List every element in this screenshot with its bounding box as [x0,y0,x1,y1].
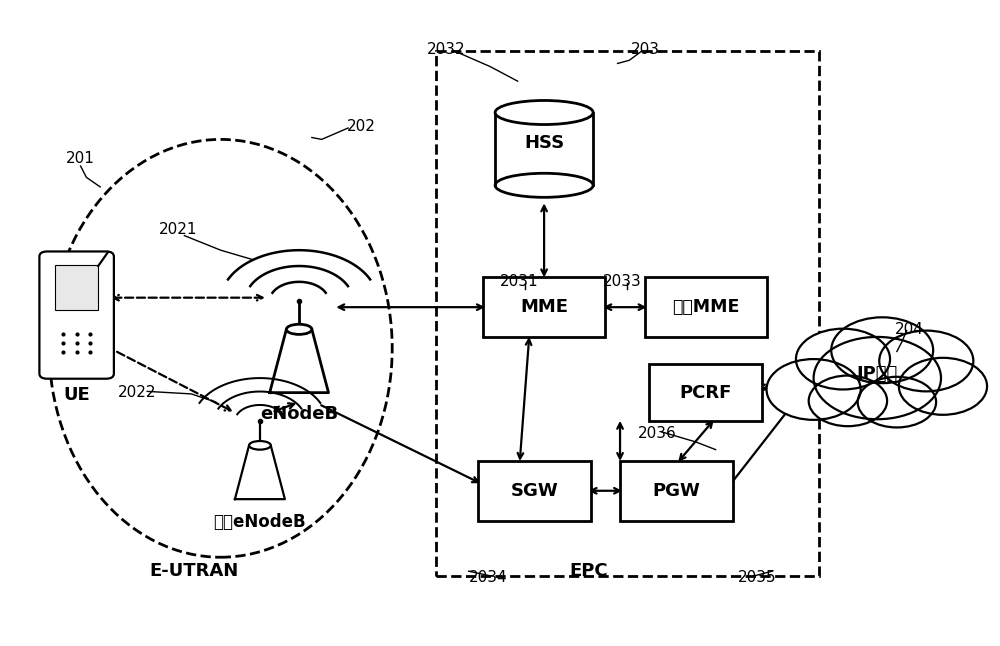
FancyBboxPatch shape [620,461,733,521]
Text: 201: 201 [66,151,95,166]
Text: 其它eNodeB: 其它eNodeB [214,513,306,531]
Text: EPC: EPC [569,562,608,580]
Circle shape [809,375,887,426]
Text: 2031: 2031 [500,275,539,289]
Text: 2022: 2022 [118,385,157,400]
Text: 203: 203 [631,42,660,57]
Bar [495,112,593,185]
Text: 2035: 2035 [737,570,776,585]
Text: SGW: SGW [510,482,558,500]
Text: 202: 202 [346,120,375,134]
Circle shape [899,358,987,415]
Circle shape [767,359,861,420]
Text: 2033: 2033 [603,275,642,289]
Circle shape [796,329,890,390]
Circle shape [879,331,973,391]
Ellipse shape [286,324,312,335]
Text: PGW: PGW [652,482,700,500]
Text: PCRF: PCRF [680,384,732,402]
Polygon shape [235,445,285,499]
Text: 2034: 2034 [469,570,508,585]
Text: 2021: 2021 [159,222,198,237]
Text: 2032: 2032 [427,42,465,57]
Polygon shape [270,329,328,393]
Text: eNodeB: eNodeB [260,405,338,423]
Text: UE: UE [63,386,90,404]
FancyBboxPatch shape [39,251,114,379]
Text: MME: MME [520,298,568,316]
Ellipse shape [495,101,593,125]
FancyBboxPatch shape [649,364,762,421]
Text: HSS: HSS [524,134,564,152]
Text: 其它MME: 其它MME [672,298,739,316]
Bar [55,265,98,310]
Circle shape [858,377,936,428]
Text: 2036: 2036 [637,426,676,441]
Ellipse shape [495,173,593,197]
FancyBboxPatch shape [478,461,591,521]
Text: IP业务: IP业务 [857,364,898,382]
Text: 204: 204 [895,322,924,337]
FancyBboxPatch shape [645,277,767,337]
Circle shape [831,317,933,383]
Ellipse shape [249,441,271,450]
Text: E-UTRAN: E-UTRAN [150,562,239,580]
Circle shape [814,337,941,419]
FancyBboxPatch shape [483,277,605,337]
